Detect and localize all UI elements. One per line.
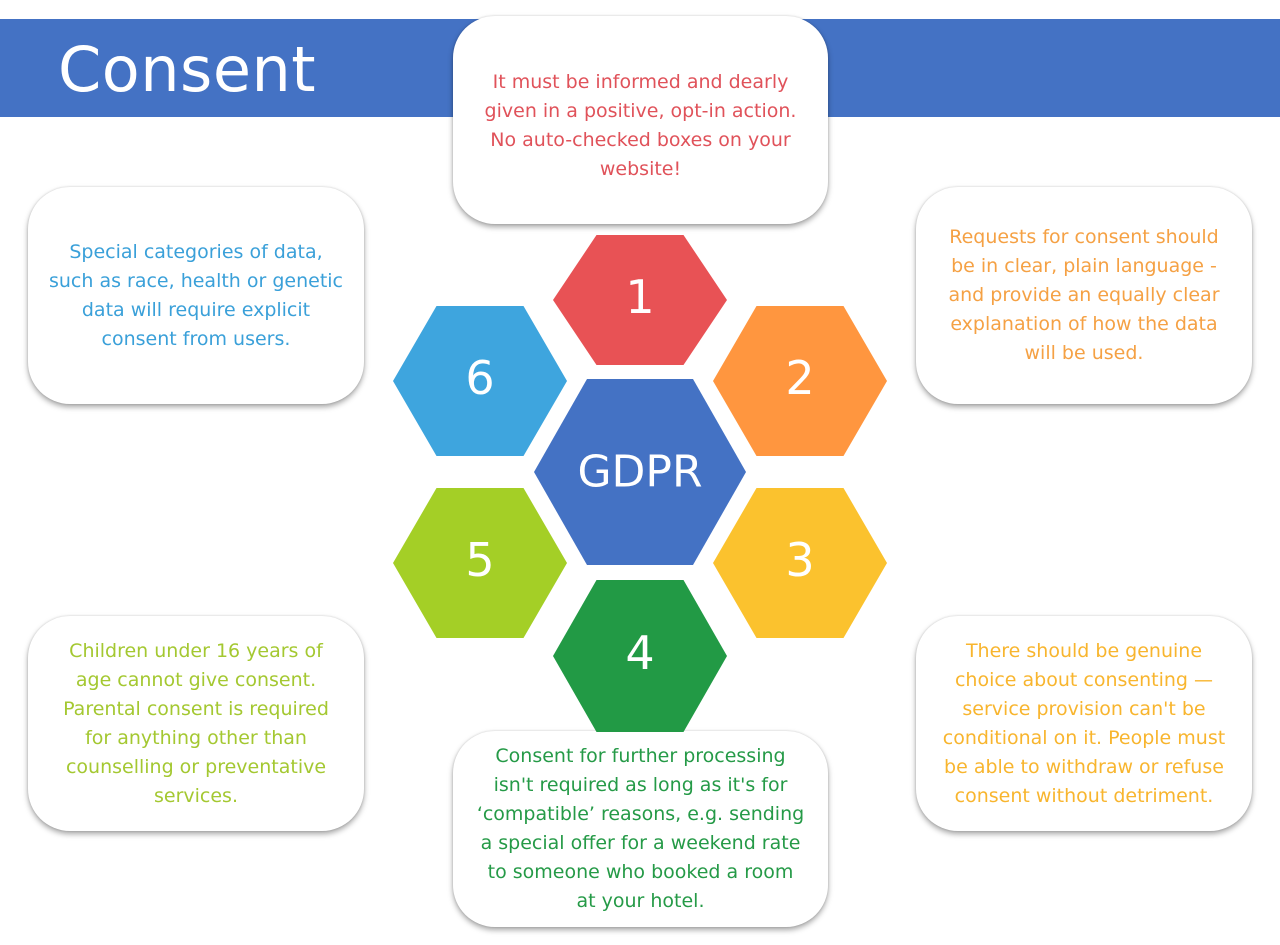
hexagon-2-label: 2 [785,351,815,405]
hexagon-4-label: 4 [625,626,655,680]
card-informed-consent: It must be informed and dearly given in … [453,16,828,224]
hexagon-6-label: 6 [465,351,495,405]
hexagon-5 [393,488,567,638]
card-plain-language: Requests for consent should be in clear,… [916,187,1252,404]
card-children-consent: Children under 16 years of age cannot gi… [28,616,364,831]
card-plain-language-text: Requests for consent should be in clear,… [948,226,1220,364]
hexagon-4 [553,580,727,732]
card-special-categories: Special categories of data, such as race… [28,187,364,404]
hexagon-1-label: 1 [625,270,655,324]
hexagon-gdpr-label: GDPR [577,446,703,498]
slide-title: Consent [58,33,317,106]
card-informed-consent-text: It must be informed and dearly given in … [484,71,797,180]
card-special-categories-text: Special categories of data, such as race… [48,240,344,350]
card-children-consent-text: Children under 16 years of age cannot gi… [63,639,329,807]
hexagon-5-label: 5 [465,533,495,587]
hexagon-3-label: 3 [785,533,815,587]
card-further-processing: Consent for further processing isn't req… [453,731,828,927]
card-genuine-choice: There should be genuine choice about con… [916,616,1252,831]
hexagon-gdpr [534,379,746,565]
hexagon-1 [553,235,727,365]
hexagon-6 [393,306,567,456]
hexagon-2 [713,306,887,456]
card-genuine-choice-text: There should be genuine choice about con… [942,639,1226,807]
card-further-processing-text: Consent for further processing isn't req… [476,745,805,912]
hexagon-3 [713,488,887,638]
